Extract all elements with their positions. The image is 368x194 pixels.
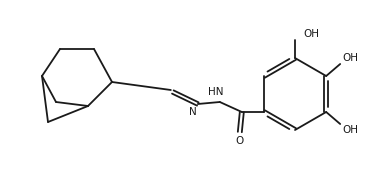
Text: HN: HN [208,87,224,97]
Text: OH: OH [303,29,319,39]
Text: OH: OH [342,53,358,63]
Text: N: N [189,107,197,117]
Text: O: O [236,136,244,146]
Text: OH: OH [342,125,358,135]
